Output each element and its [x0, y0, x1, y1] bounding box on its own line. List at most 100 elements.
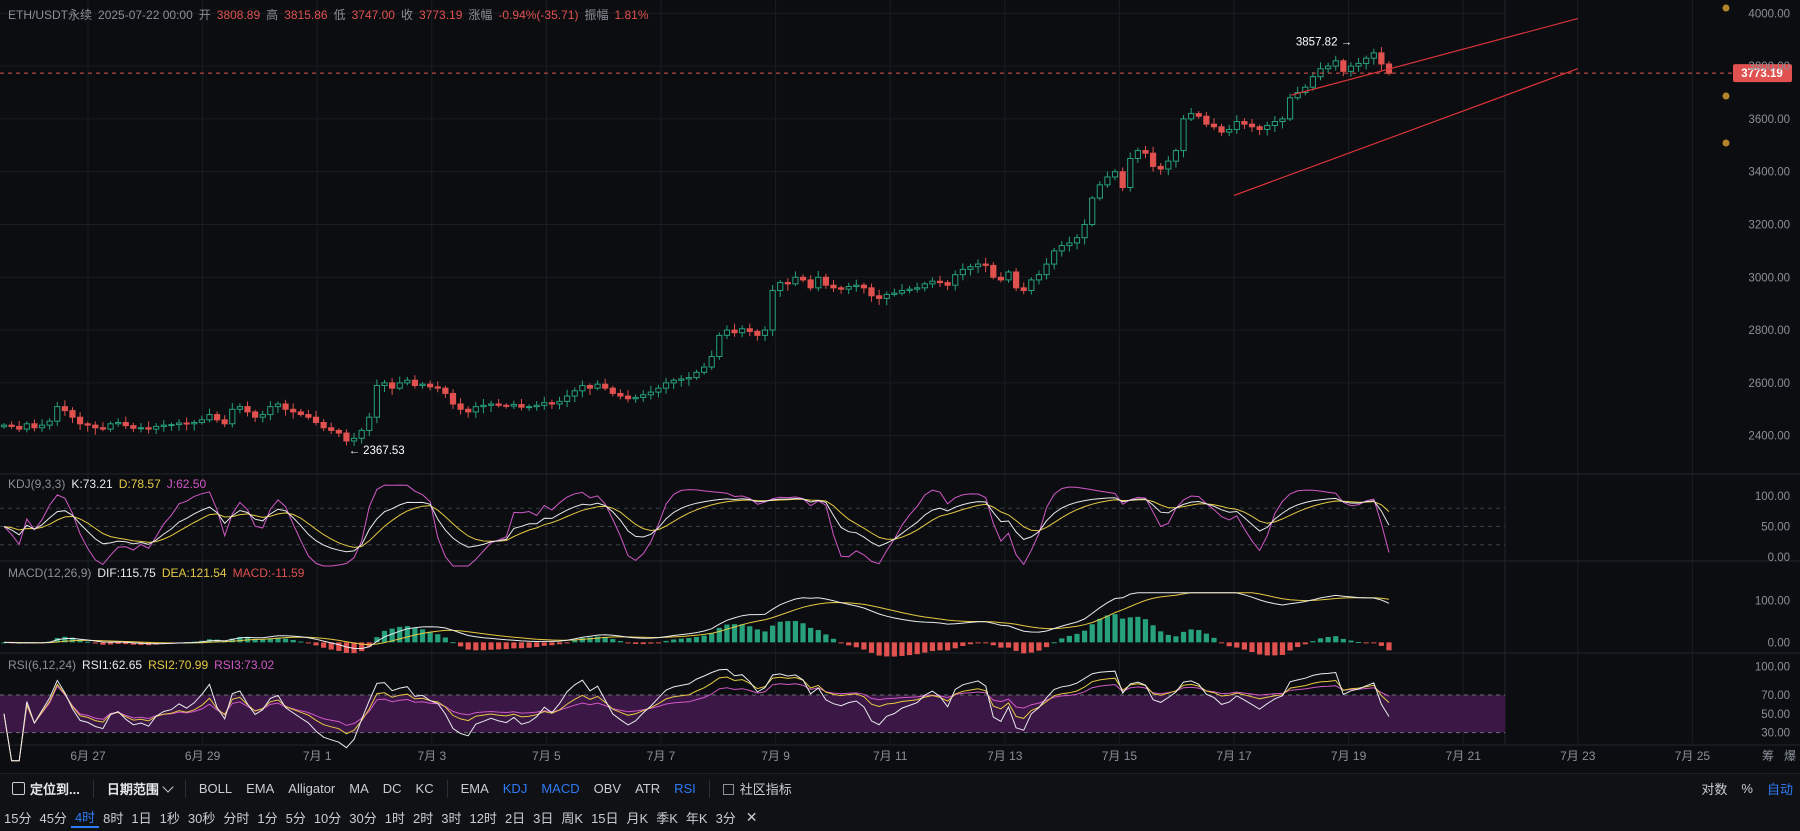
macd-histogram-bar: [678, 638, 684, 643]
timeframe-bar: 15分 45分 4时 8时 1日 1秒 30秒 分时 1分 5分 10分 30分 1时 2时 3时 12时 2日…: [0, 803, 764, 831]
sub-indicator-kdj[interactable]: KDJ: [502, 781, 528, 796]
candle-body: [99, 427, 107, 430]
timeframe-9[interactable]: 5分: [285, 810, 306, 826]
macd-title[interactable]: MACD(12,26,9): [8, 566, 92, 580]
kdj-panel: [0, 484, 1505, 567]
macd-histogram-bar: [830, 638, 837, 643]
candle-body: [373, 385, 380, 418]
macd-histogram-bar: [1371, 642, 1377, 644]
log-scale-toggle[interactable]: 对数: [1701, 782, 1728, 797]
external-link-icon: [722, 784, 734, 795]
kdj-d-value: D:78.57: [118, 477, 161, 491]
candle-body: [54, 406, 61, 422]
candle-body: [503, 404, 510, 407]
macd-histogram-bar: [838, 642, 844, 644]
candle-body: [594, 383, 601, 389]
timeframe-7[interactable]: 分时: [223, 810, 250, 826]
candle-body: [647, 391, 654, 396]
timeframe-15[interactable]: 12时: [469, 810, 497, 826]
timeframe-2[interactable]: 4时: [70, 807, 100, 828]
x-tick-label: 7月 7: [647, 749, 676, 763]
macd-histogram-bar: [290, 639, 296, 643]
timeframe-21[interactable]: 季K: [656, 810, 678, 826]
locate-button[interactable]: 定位到...: [0, 779, 87, 798]
macd-histogram-bar: [1340, 638, 1346, 643]
sub-indicator-macd[interactable]: MACD: [541, 781, 580, 796]
timeframe-6[interactable]: 30秒: [187, 810, 216, 826]
divider: [708, 779, 710, 798]
rsi-title[interactable]: RSI(6,12,24): [8, 658, 77, 672]
timeframe-5[interactable]: 1秒: [159, 810, 180, 826]
high-label: 高: [266, 8, 279, 22]
candle-body: [1378, 52, 1385, 65]
symbol-label[interactable]: ETH/USDT永续: [8, 8, 93, 22]
timeframe-20[interactable]: 月K: [626, 810, 649, 826]
timeframe-19[interactable]: 15日: [591, 810, 619, 826]
chart-canvas[interactable]: 3773.19 3857.82 → ← 2367.53 6月 27 6月 29 7月 1…: [0, 0, 1800, 773]
timeframe-14[interactable]: 3时: [441, 810, 462, 826]
timeframe-12[interactable]: 1时: [384, 810, 405, 826]
macd-histogram-bar: [1226, 642, 1232, 647]
timeframe-10[interactable]: 10分: [313, 810, 342, 826]
main-overlay: 3773.19 3857.82 → ← 2367.53: [0, 4, 1792, 457]
auto-scale-toggle[interactable]: 自动: [1766, 782, 1793, 797]
trend-channel-line: [1291, 17, 1578, 96]
timeframe-11[interactable]: 30分: [349, 810, 377, 826]
community-indicators-button[interactable]: 社区指标: [716, 779, 799, 798]
indicator-kc[interactable]: KC: [415, 781, 434, 796]
y-tick-label: 2800.00: [1748, 325, 1790, 337]
macd-histogram-bar: [1021, 642, 1027, 654]
indicator-boll[interactable]: BOLL: [198, 781, 233, 796]
timeframe-0[interactable]: 15分: [4, 810, 32, 826]
timeframe-13[interactable]: 2时: [413, 810, 434, 826]
macd-histogram-bar: [1028, 642, 1034, 653]
macd-histogram-bar: [1120, 618, 1126, 643]
kdj-j-value: J:62.50: [166, 477, 207, 491]
date-range-button[interactable]: 日期范围: [100, 779, 179, 798]
candle-body: [678, 378, 685, 381]
candle-body: [1279, 118, 1286, 123]
macd-histogram-bar: [465, 642, 471, 650]
macd-histogram-bar: [686, 638, 692, 643]
timeframe-3[interactable]: 8时: [103, 810, 124, 826]
kdj-j-line: [3, 484, 1390, 567]
macd-histogram-bar: [1279, 642, 1286, 655]
sub-indicator-obv[interactable]: OBV: [593, 781, 622, 796]
indicator-ema[interactable]: EMA: [246, 781, 275, 796]
sub-indicator-atr[interactable]: ATR: [635, 781, 661, 796]
sub-indicator-rsi[interactable]: RSI: [674, 781, 696, 796]
kdj-title[interactable]: KDJ(9,3,3): [8, 477, 66, 491]
macd-histogram-bar: [534, 642, 540, 648]
macd-histogram-bar: [85, 641, 91, 643]
timeframe-8[interactable]: 1分: [257, 810, 278, 826]
sub-indicator-ema[interactable]: EMA: [460, 781, 489, 796]
timeframe-23[interactable]: 3分: [715, 810, 736, 826]
candle-body: [761, 329, 769, 336]
candle-body: [799, 276, 807, 281]
x-tick-label: 7月 11: [873, 749, 908, 763]
close-icon[interactable]: ✕: [745, 808, 758, 825]
candle-body: [153, 425, 160, 430]
indicator-alligator[interactable]: Alligator: [288, 781, 336, 796]
macd-histogram-bar: [602, 637, 608, 643]
bottom-toolbar: 定位到... 日期范围 BOLL EMA Alligator MA DC KC EMA KD…: [0, 773, 1800, 831]
timeframe-17[interactable]: 3日: [533, 810, 554, 826]
timeframe-16[interactable]: 2日: [504, 810, 526, 826]
candle-body: [175, 422, 183, 426]
timeframe-18[interactable]: 周K: [561, 810, 584, 826]
macd-histogram-bar: [1112, 614, 1118, 643]
percent-scale-toggle[interactable]: %: [1741, 781, 1753, 796]
indicator-ma[interactable]: MA: [349, 781, 369, 796]
candle-body: [974, 263, 982, 268]
candle-body: [716, 334, 723, 357]
candle-body: [1081, 223, 1088, 239]
macd-histogram-bar: [442, 637, 448, 643]
timeframe-22[interactable]: 年K: [685, 810, 708, 826]
indicator-dc[interactable]: DC: [382, 781, 402, 796]
rsi-y-tick: 30.00: [1761, 728, 1790, 740]
macd-histogram-bar: [1165, 634, 1171, 643]
timeframe-4[interactable]: 1日: [131, 810, 152, 826]
timeframe-1[interactable]: 45分: [39, 810, 67, 826]
candle-body: [1134, 150, 1141, 159]
macd-histogram-bar: [564, 642, 570, 644]
